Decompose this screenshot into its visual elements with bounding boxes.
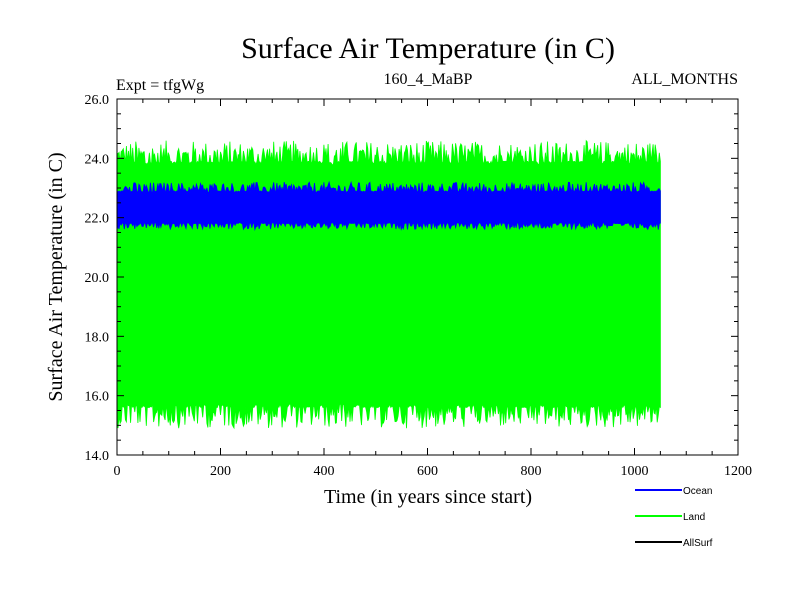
y-tick-label: 22.0 <box>85 212 110 227</box>
plot-area <box>116 139 661 430</box>
legend-label: Land <box>683 512 705 523</box>
series-land <box>116 139 661 430</box>
axis-ticks <box>116 98 739 456</box>
legend-item-land: Land <box>635 512 705 523</box>
x-tick-label: 1200 <box>724 464 752 479</box>
x-tick-label: 0 <box>114 464 121 479</box>
y-tick-label: 20.0 <box>85 271 110 286</box>
experiment-label: Expt = tfgWg <box>116 77 204 94</box>
x-tick-label: 1000 <box>621 464 649 479</box>
series-ocean <box>116 180 661 232</box>
legend-item-ocean: Ocean <box>635 486 712 497</box>
legend: Ocean Land AllSurf <box>635 486 713 549</box>
y-tick-label: 14.0 <box>85 449 110 464</box>
y-axis-label: Surface Air Temperature (in C) <box>45 152 67 401</box>
subtitle: 160_4_MaBP <box>384 71 473 88</box>
legend-label: AllSurf <box>683 538 713 549</box>
y-tick-label: 18.0 <box>85 330 110 345</box>
x-tick-label: 200 <box>210 464 231 479</box>
chart-title: Surface Air Temperature (in C) <box>241 32 615 65</box>
legend-item-allsurf: AllSurf <box>635 538 713 549</box>
x-tick-label: 800 <box>521 464 542 479</box>
y-tick-labels: 14.0 16.0 18.0 20.0 22.0 24.0 26.0 <box>85 93 110 464</box>
x-tick-label: 600 <box>417 464 438 479</box>
y-tick-label: 16.0 <box>85 390 110 405</box>
legend-label: Ocean <box>683 486 712 497</box>
months-label: ALL_MONTHS <box>631 71 738 88</box>
y-tick-label: 26.0 <box>85 93 110 108</box>
y-tick-label: 24.0 <box>85 152 110 167</box>
x-tick-label: 400 <box>314 464 335 479</box>
x-tick-labels: 0 200 400 600 800 1000 1200 <box>114 464 753 479</box>
x-axis-label: Time (in years since start) <box>324 486 532 508</box>
